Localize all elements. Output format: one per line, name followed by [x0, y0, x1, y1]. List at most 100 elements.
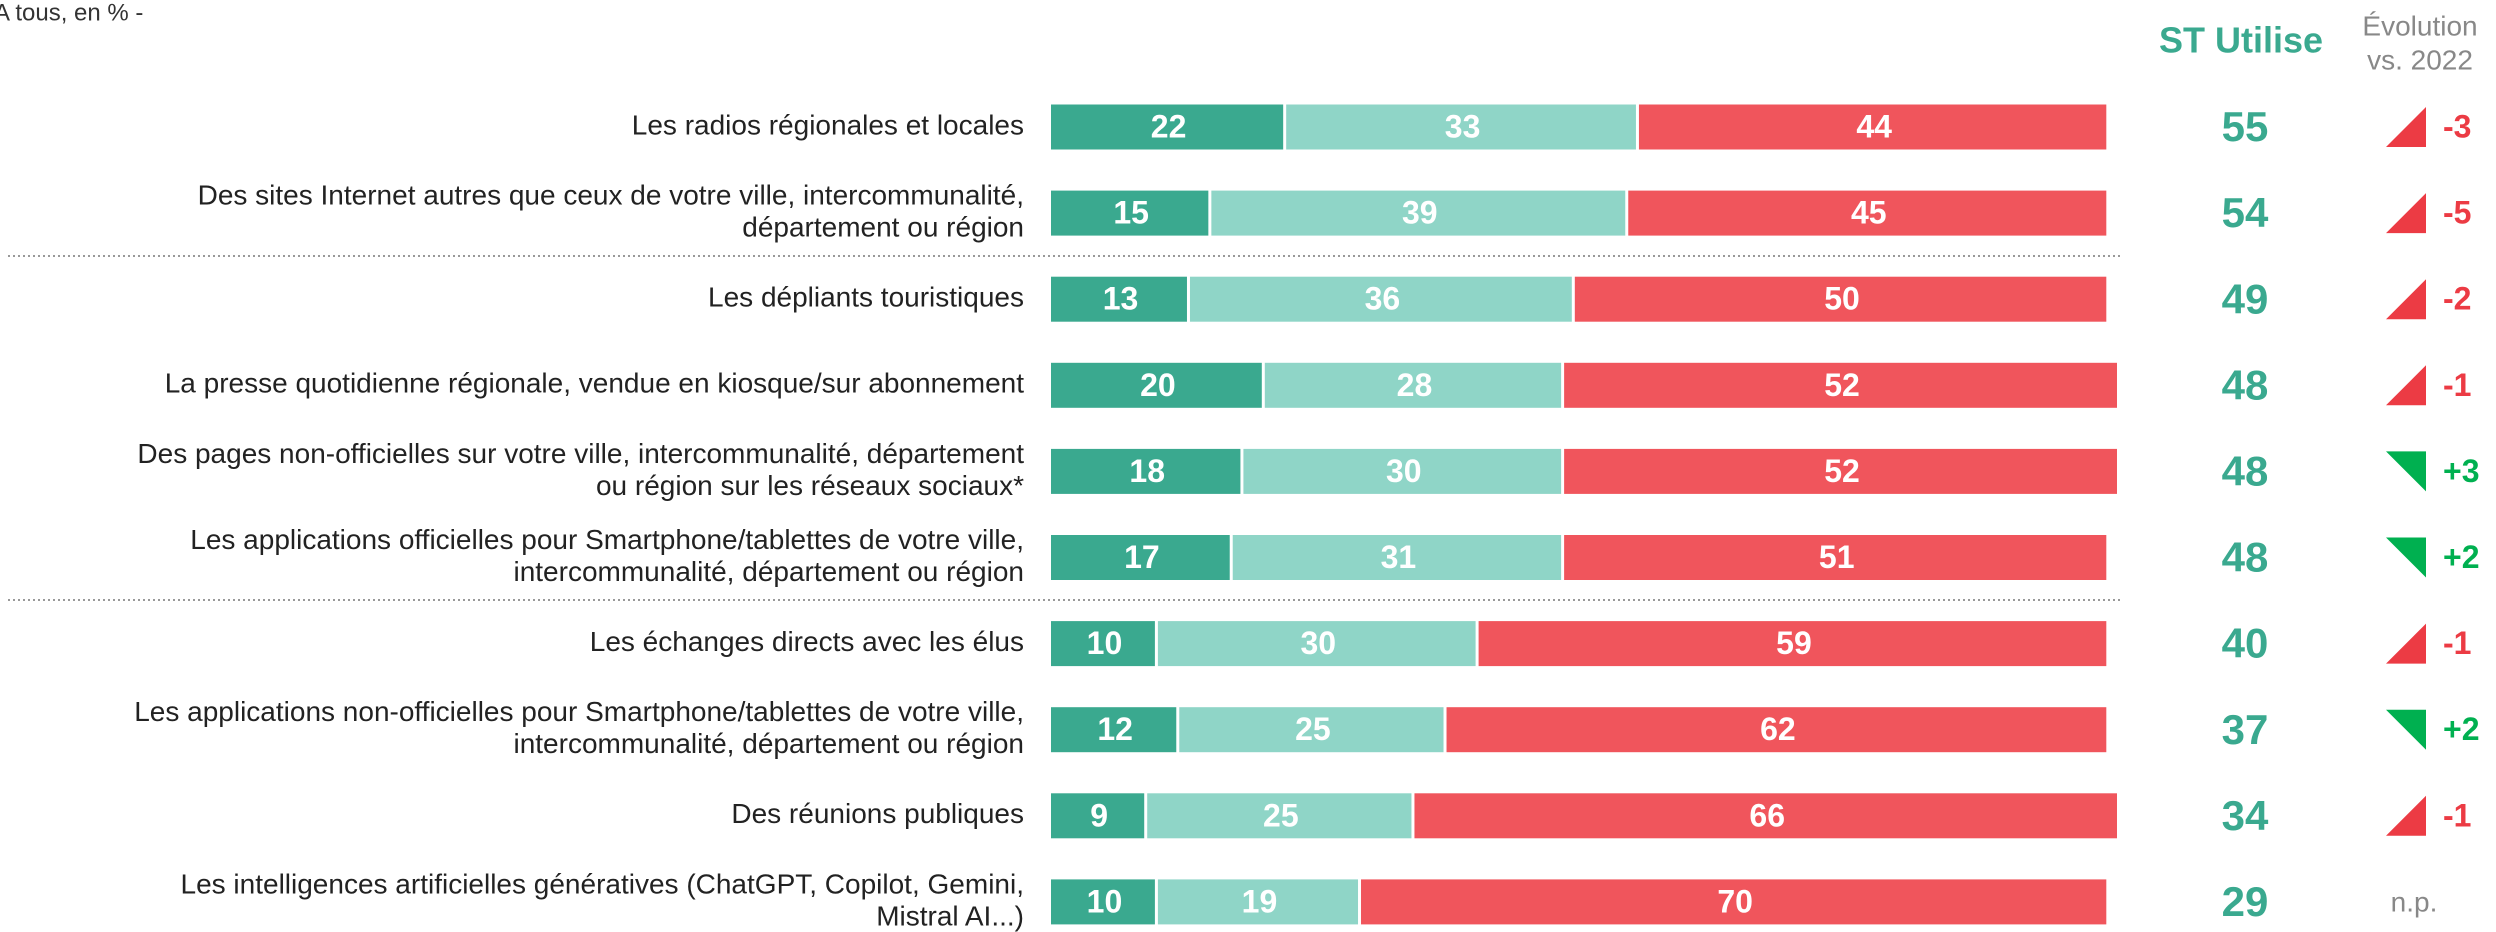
evolution-arrow [2386, 365, 2426, 406]
bar-segment [1286, 104, 1636, 150]
category-label: ou région sur les réseaux sociaux* [596, 470, 1024, 501]
segment-label: 18 [1129, 453, 1165, 489]
category-label: intercommunalité, département ou région [513, 556, 1024, 587]
segment-label: 22 [1151, 108, 1187, 144]
segment-label: 30 [1386, 453, 1422, 489]
category-label: Les dépliants touristiques [708, 282, 1024, 313]
st-value: 40 [2222, 620, 2269, 667]
evolution-arrow [2386, 709, 2426, 750]
evolution-arrow [2386, 279, 2426, 320]
category-label: Des pages non-officielles sur votre vill… [137, 438, 1024, 469]
segment-label: 36 [1365, 281, 1401, 317]
category-label: Des sites Internet autres que ceux de vo… [198, 179, 1024, 210]
segment-label: 33 [1445, 108, 1481, 144]
segment-label: 20 [1140, 367, 1176, 403]
segment-label: 19 [1242, 883, 1278, 919]
segment-label: 28 [1397, 367, 1433, 403]
st-value: 54 [2222, 189, 2269, 236]
evolution-label: -3 [2443, 108, 2471, 144]
bar-segment [1051, 448, 1241, 494]
evolution-label: +3 [2443, 453, 2479, 489]
evolution-label: -1 [2443, 797, 2471, 833]
st-value: 48 [2222, 361, 2269, 408]
evolution-label: -2 [2443, 281, 2471, 317]
bar-segment [1179, 707, 1444, 753]
note: A tous, en % - [0, 0, 143, 26]
bar-segment [1628, 190, 2107, 236]
st-value: 48 [2222, 534, 2269, 581]
segment-label: 50 [1824, 281, 1860, 317]
bar-segment [1051, 362, 1262, 408]
bar-segment [1147, 793, 1412, 839]
bar-segment [1478, 621, 2107, 667]
segment-label: 25 [1295, 711, 1331, 747]
bar-segment [1211, 190, 1626, 236]
category-label: Les radios régionales et locales [632, 109, 1024, 140]
st-value: 55 [2222, 103, 2269, 150]
segment-label: 52 [1824, 453, 1860, 489]
bar-segment [1051, 707, 1177, 753]
bar-segment [1051, 621, 1155, 667]
evolution-arrow [2386, 107, 2426, 147]
evolution-header: Évolution [2362, 10, 2477, 41]
segment-label: 10 [1087, 625, 1123, 661]
segment-label: 39 [1402, 195, 1438, 231]
segment-label: 51 [1819, 539, 1855, 575]
segment-label: 31 [1381, 539, 1417, 575]
evolution-header: vs. 2022 [2367, 44, 2473, 75]
evolution-label: +2 [2443, 711, 2479, 747]
evolution-label: -5 [2443, 195, 2471, 231]
segment-label: 44 [1856, 108, 1892, 144]
bar-segment [1051, 535, 1230, 580]
segment-label: 30 [1300, 625, 1336, 661]
bar-segment [1564, 448, 2117, 494]
bar-segment [1051, 190, 1209, 236]
st-value: 37 [2222, 706, 2269, 753]
bar-segment [1051, 793, 1145, 839]
st-header: ST Utilise [2159, 20, 2323, 61]
evolution-label: -1 [2443, 367, 2471, 403]
category-label: Les applications officielles pour Smartp… [190, 524, 1024, 555]
segment-label: 10 [1087, 883, 1123, 919]
category-label: La presse quotidienne régionale, vendue … [165, 368, 1025, 399]
segment-label: 25 [1263, 797, 1299, 833]
bar-segment [1564, 362, 2117, 408]
category-label: Mistral AI...) [876, 900, 1024, 931]
segment-label: 15 [1113, 195, 1149, 231]
bar-segment [1051, 104, 1284, 150]
category-label: intercommunalité, département ou région [513, 728, 1024, 759]
segment-label: 62 [1760, 711, 1796, 747]
bar-segment [1361, 879, 2107, 925]
evolution-label: -1 [2443, 625, 2471, 661]
bar-segment [1051, 276, 1187, 322]
category-label: département ou région [742, 211, 1024, 242]
segment-label: 59 [1776, 625, 1812, 661]
segment-label: 12 [1097, 711, 1133, 747]
bar-segment [1446, 707, 2107, 753]
bar-segment [1157, 879, 1359, 925]
segment-label: 70 [1717, 883, 1753, 919]
st-value: 48 [2222, 447, 2269, 494]
evolution-arrow [2386, 193, 2426, 234]
evolution-arrow [2386, 795, 2426, 836]
category-label: Les intelligences artificielles générati… [181, 868, 1025, 899]
segment-label: 17 [1124, 539, 1160, 575]
category-label: Les applications non-officielles pour Sm… [134, 696, 1024, 727]
bar-segment [1157, 621, 1476, 667]
bar-segment [1574, 276, 2107, 322]
st-value: 49 [2222, 275, 2269, 322]
segment-label: 66 [1749, 797, 1785, 833]
st-value: 34 [2222, 792, 2269, 839]
bar-segment [1414, 793, 2117, 839]
evolution-arrow [2386, 623, 2426, 664]
bar-segment [1051, 879, 1155, 925]
bar-segment [1232, 535, 1562, 580]
bar-segment [1564, 535, 2107, 580]
evolution-label: n.p. [2391, 886, 2438, 917]
bar-segment [1243, 448, 1562, 494]
evolution-arrow [2386, 451, 2426, 492]
bar-segment [1189, 276, 1572, 322]
evolution-arrow [2386, 537, 2426, 578]
segment-label: 52 [1824, 367, 1860, 403]
